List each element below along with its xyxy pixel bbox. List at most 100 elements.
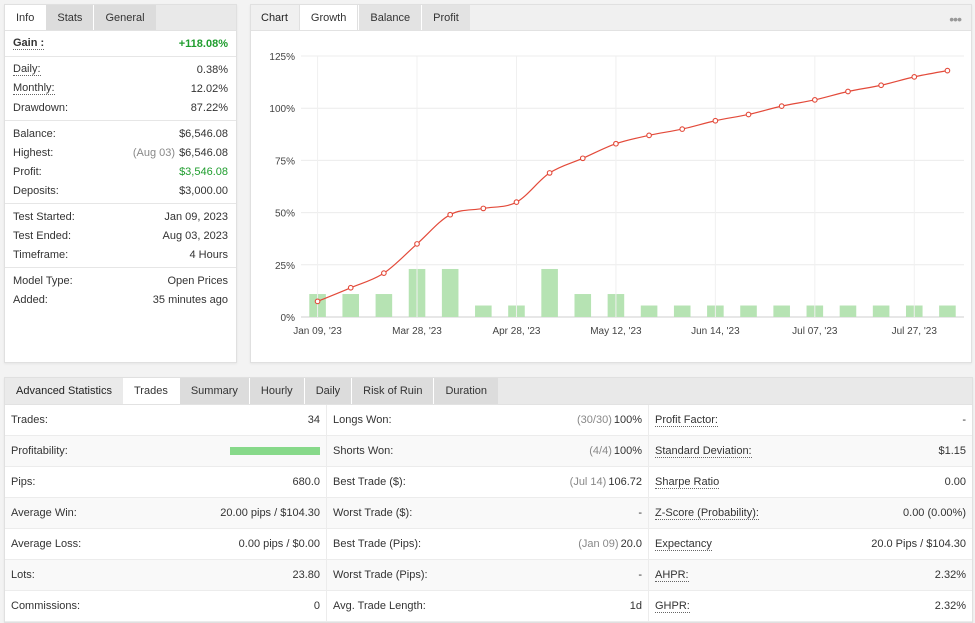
expectancy-value: 20.0 Pips / $104.30 [871,538,966,550]
trades-value: 34 [307,414,320,426]
profit-factor-label[interactable]: Profit Factor: [655,413,718,427]
average-win-label: Average Win: [11,507,77,519]
drawdown-label: Drawdown: [13,101,69,114]
growth-point [712,117,719,124]
highest-value-wrap: (Aug 03) $6,546.08 [133,147,228,159]
average-loss-row: Average Loss: 0.00 pips / $0.00 [5,529,326,560]
timeframe-label: Timeframe: [13,248,69,261]
drawdown-value: 87.22% [190,101,228,114]
tab-hourly[interactable]: Hourly [248,378,304,404]
pips-value: 680.0 [292,476,320,488]
deposits-row: Deposits: $3,000.00 [5,181,236,200]
y-tick-label: 100% [269,104,295,115]
standard-deviation-label[interactable]: Standard Deviation: [655,444,752,458]
average-win-value: 20.00 pips / $104.30 [220,507,320,519]
added-label: Added: [13,293,48,306]
best-trade-usd-label: Best Trade ($): [333,476,406,488]
ghpr-row: GHPR: 2.32% [649,591,972,622]
monthly-value: 12.02% [190,82,228,95]
balance-group: Balance: $6,546.08 Highest: (Aug 03) $6,5… [5,121,236,204]
longs-won-label: Longs Won: [333,414,392,426]
worst-trade-pips-label: Worst Trade (Pips): [333,569,428,581]
sharpe-ratio-label[interactable]: Sharpe Ratio [655,475,720,489]
ghpr-label[interactable]: GHPR: [655,599,690,613]
growth-point [447,211,454,218]
lots-row: Lots: 23.80 [5,560,326,591]
tab-growth[interactable]: Growth [298,5,359,30]
best-trade-usd-value: 106.72 [608,476,642,488]
ahpr-label[interactable]: AHPR: [655,568,689,582]
avg-trade-length-value: 1d [629,600,642,612]
z-score-label[interactable]: Z-Score (Probability): [655,506,759,520]
best-trade-pips-row: Best Trade (Pips): (Jan 09) 20.0 [327,529,648,560]
deposits-value: $3,000.00 [179,184,228,197]
tab-stats[interactable]: Stats [45,5,94,30]
tab-balance[interactable]: Balance [358,5,422,30]
test-started-row: Test Started: Jan 09, 2023 [5,207,236,226]
bar [541,268,558,317]
y-tick-label: 125% [269,52,295,63]
balance-value: $6,546.08 [179,127,228,140]
growth-point [546,170,553,176]
highest-value: $6,546.08 [179,146,228,159]
test-started-value: Jan 09, 2023 [164,210,228,223]
adv-title: Advanced Statistics [5,378,123,404]
standard-deviation-row: Standard Deviation: $1.15 [649,436,972,467]
worst-trade-pips-value: - [638,569,642,581]
profitability-bar [230,447,320,455]
bar [441,268,459,317]
y-tick-label: 0% [281,313,296,324]
profit-value: $3,546.08 [179,165,228,178]
highest-label: Highest: [13,146,54,159]
bar [773,305,790,317]
tab-daily[interactable]: Daily [303,378,352,404]
expectancy-label[interactable]: Expectancy [655,537,712,551]
bar [839,305,857,317]
sharpe-ratio-value: 0.00 [944,476,966,488]
shorts-won-value-wrap: (4/4) 100% [589,445,642,457]
daily-label[interactable]: Daily: [13,63,41,76]
x-tick-label: Jul 07, '23 [792,326,838,337]
daily-row: Daily: 0.38% [5,60,236,79]
best-trade-usd-sub: (Jul 14) [569,476,607,488]
best-trade-pips-value-wrap: (Jan 09) 20.0 [578,538,642,550]
tab-profit[interactable]: Profit [421,5,470,30]
tab-info[interactable]: Info [5,5,46,30]
gain-label[interactable]: Gain : [13,37,45,50]
longs-won-row: Longs Won: (30/30) 100% [327,405,648,436]
profitability-row: Profitability: [5,436,326,467]
growth-point [811,96,818,103]
x-tick-label: Jul 27, '23 [892,326,938,337]
growth-point [414,241,420,247]
sharpe-ratio-row: Sharpe Ratio 0.00 [649,467,972,498]
tab-trades[interactable]: Trades [123,378,179,404]
commissions-label: Commissions: [11,600,81,612]
chart-tabbar: Chart Growth Balance Profit [251,5,971,31]
test-ended-label: Test Ended: [13,229,72,242]
lots-label: Lots: [11,569,35,581]
test-ended-row: Test Ended: Aug 03, 2023 [5,226,236,245]
adv-col-2: Longs Won: (30/30) 100% Shorts Won: (4/4) 10… [327,405,649,622]
gain-group: Gain : +118.08% [5,31,236,57]
highest-date: (Aug 03) [132,146,176,159]
growth-point [845,88,851,95]
adv-grid: Trades: 34 Profitability: Pips: 680.0 Aver… [5,405,972,622]
balance-label: Balance: [13,127,56,140]
tab-general[interactable]: General [93,5,156,30]
chart-panel: Chart Growth Balance Profit ••• 125% 100%… [250,4,972,363]
tab-summary[interactable]: Summary [178,378,249,404]
tab-risk-of-ruin[interactable]: Risk of Ruin [351,378,434,404]
x-tick-label: Mar 28, '23 [392,326,442,337]
monthly-label[interactable]: Monthly: [13,82,55,95]
best-trade-pips-sub: (Jan 09) [578,538,619,550]
growth-point [878,82,884,89]
more-dots-icon[interactable]: ••• [949,11,962,27]
returns-group: Daily: 0.38% Monthly: 12.02% Drawdown: 8… [5,57,236,121]
lots-value: 23.80 [292,569,320,581]
tab-duration[interactable]: Duration [433,378,499,404]
pips-label: Pips: [11,476,36,488]
bar [673,305,691,317]
bar [342,294,360,317]
best-trade-pips-label: Best Trade (Pips): [333,538,422,550]
average-loss-label: Average Loss: [11,538,82,550]
